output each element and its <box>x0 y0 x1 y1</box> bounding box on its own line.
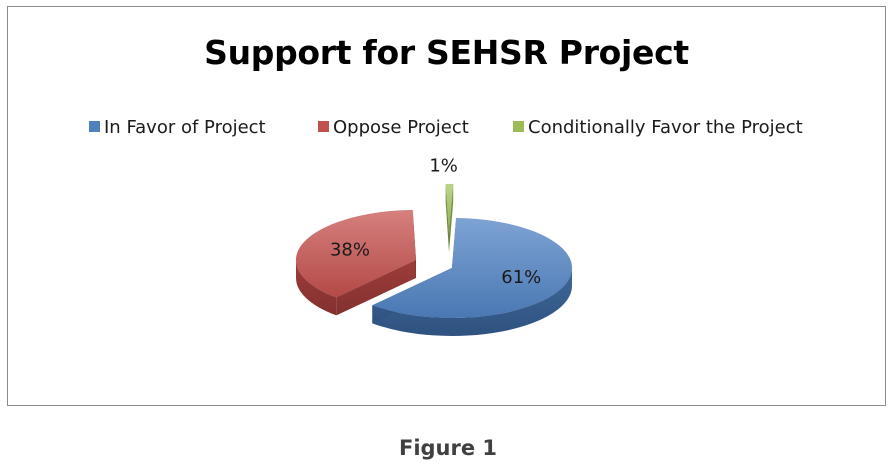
pie-slice-face-conditional-1 <box>449 184 454 252</box>
legend-label-in-favor: In Favor of Project <box>104 117 266 138</box>
legend-label-conditional: Conditionally Favor the Project <box>528 117 803 138</box>
data-label-oppose: 38% <box>330 240 370 261</box>
pie-slice-face-conditional-0 <box>445 184 449 252</box>
pie-slice-face-oppose-0 <box>336 260 416 316</box>
data-label-conditional: 1% <box>429 156 458 177</box>
legend-swatch-oppose <box>318 121 329 132</box>
chart-title: Support for SEHSR Project <box>204 33 689 72</box>
legend-item-conditional: Conditionally Favor the Project <box>513 117 803 139</box>
figure-caption: Figure 1 <box>398 436 498 460</box>
pie-chart: 61% 38% 1% <box>295 156 573 336</box>
pie-slice-side-in-favor <box>372 268 572 336</box>
pie-slice-oppose <box>295 209 417 298</box>
pie-slice-conditional <box>445 183 454 235</box>
chart-frame: Support for SEHSR Project In Favor of Pr… <box>7 6 886 406</box>
legend-item-oppose: Oppose Project <box>318 117 469 139</box>
legend-swatch-conditional <box>513 121 524 132</box>
data-label-in-favor: 61% <box>501 267 541 288</box>
legend: In Favor of Project Oppose Project Condi… <box>8 117 885 141</box>
legend-swatch-in-favor <box>89 121 100 132</box>
pie-slice-side-oppose <box>296 260 337 316</box>
pie-slice-in-favor <box>371 217 573 319</box>
legend-label-oppose: Oppose Project <box>333 117 469 138</box>
legend-item-in-favor: In Favor of Project <box>89 117 266 139</box>
